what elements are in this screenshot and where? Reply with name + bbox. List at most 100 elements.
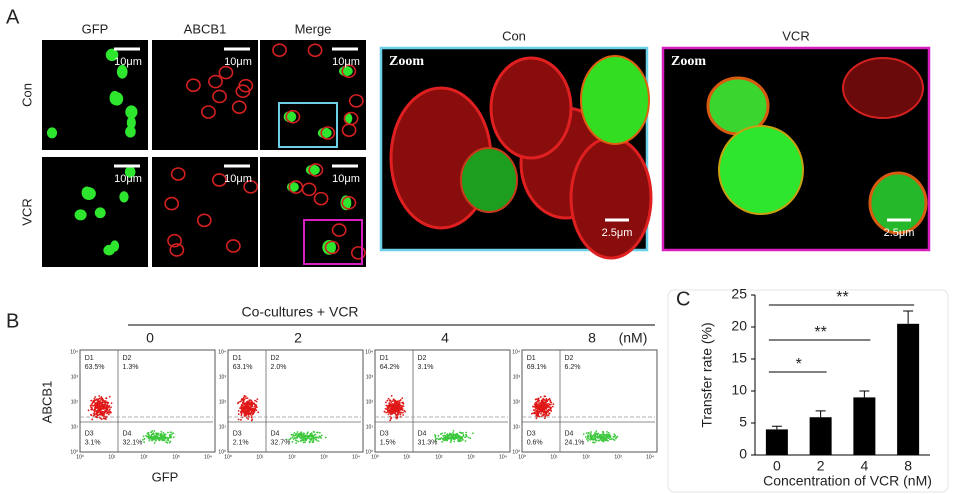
- event: [295, 432, 298, 435]
- event: [296, 431, 299, 433]
- event: [296, 436, 299, 439]
- event: [450, 437, 452, 440]
- cell: [320, 126, 336, 140]
- cell: [272, 43, 287, 57]
- error-bar: [815, 410, 826, 418]
- axis-tick: 10²: [366, 399, 374, 405]
- event: [247, 411, 249, 414]
- event: [309, 439, 312, 442]
- event: [90, 413, 92, 416]
- event: [304, 434, 306, 437]
- event: [394, 405, 397, 408]
- event: [298, 432, 301, 435]
- scale-bar-label: 10μm: [224, 56, 252, 68]
- cell: [81, 186, 93, 199]
- event: [537, 398, 539, 400]
- event: [237, 409, 240, 412]
- y-axis-title: Transfer rate (%): [699, 322, 715, 427]
- event: [167, 437, 170, 439]
- event: [537, 413, 540, 416]
- event: [543, 395, 546, 398]
- event: [387, 397, 390, 400]
- event: [302, 434, 304, 437]
- cell: [211, 173, 227, 187]
- event: [293, 437, 296, 439]
- event: [156, 432, 159, 435]
- event: [600, 439, 603, 441]
- event: [291, 440, 294, 443]
- event: [607, 435, 610, 438]
- quadrant-value: 2.0%: [271, 364, 287, 371]
- quadrant-name: D4: [123, 430, 132, 437]
- event: [538, 400, 540, 402]
- event: [244, 408, 247, 410]
- axis-tick: 10¹: [550, 454, 558, 460]
- event: [464, 440, 467, 442]
- event: [460, 438, 462, 441]
- event: [300, 434, 303, 437]
- event: [237, 413, 240, 416]
- event: [94, 396, 97, 398]
- event: [606, 430, 608, 433]
- cell: [308, 163, 324, 177]
- cell: [305, 164, 320, 176]
- event: [458, 431, 461, 434]
- event: [240, 414, 243, 417]
- event: [242, 400, 245, 403]
- bar: [897, 323, 920, 455]
- event: [545, 410, 548, 413]
- event: [293, 431, 296, 434]
- axis-tick: 10²: [71, 399, 79, 405]
- event: [402, 414, 405, 416]
- cell: [124, 166, 136, 178]
- event: [403, 409, 406, 412]
- event: [90, 404, 93, 406]
- axis-tick: 10¹: [366, 424, 374, 430]
- axis-tick: 10³: [513, 374, 521, 380]
- cell: [225, 239, 241, 253]
- event: [614, 437, 617, 440]
- event: [318, 431, 321, 434]
- quadrant-value: 24.1%: [565, 439, 585, 446]
- event: [253, 405, 256, 408]
- event: [393, 399, 396, 402]
- quadrant-name: D2: [271, 355, 280, 362]
- quadrant-value: 32.7%: [271, 439, 291, 446]
- panel-label: C: [676, 288, 690, 310]
- event: [535, 398, 538, 401]
- event: [159, 435, 162, 438]
- event: [589, 432, 592, 435]
- axis-tick: 10³: [71, 374, 79, 380]
- quadrant-value: 63.1%: [233, 364, 253, 371]
- cell: [46, 127, 58, 139]
- event: [444, 432, 446, 434]
- event: [383, 410, 386, 413]
- cell: [212, 89, 227, 104]
- event: [151, 439, 153, 442]
- event: [447, 437, 450, 440]
- axis-tick: 10⁴: [352, 454, 360, 460]
- event: [245, 397, 247, 400]
- event: [589, 436, 592, 439]
- event: [312, 436, 315, 438]
- event: [453, 440, 456, 443]
- event: [608, 433, 611, 436]
- event: [445, 437, 448, 440]
- event: [604, 435, 607, 438]
- axis-tick: 10⁰: [218, 449, 226, 455]
- event: [401, 408, 403, 411]
- cell: [842, 57, 924, 119]
- event: [385, 401, 387, 404]
- axis-tick: 10⁴: [204, 454, 212, 460]
- quadrant-name: D1: [380, 355, 389, 362]
- quadrant-name: D3: [527, 430, 536, 437]
- event: [99, 412, 102, 414]
- event: [243, 407, 245, 410]
- event: [547, 405, 550, 407]
- event: [393, 409, 396, 411]
- event: [245, 405, 247, 408]
- cell: [489, 56, 573, 160]
- event: [150, 433, 153, 436]
- event: [454, 436, 457, 439]
- event: [398, 410, 401, 412]
